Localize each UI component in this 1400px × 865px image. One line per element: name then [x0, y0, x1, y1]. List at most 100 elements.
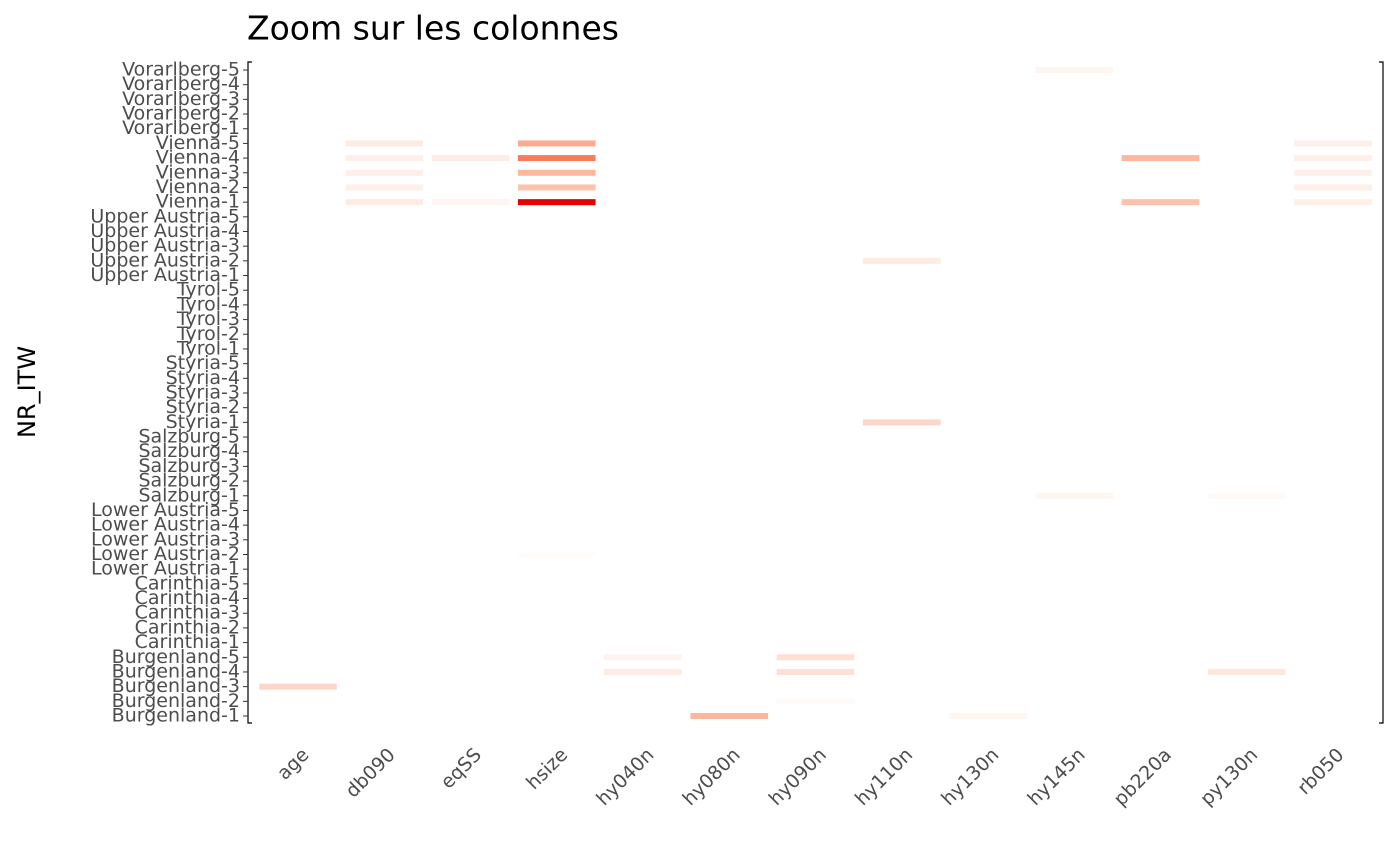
- heat-cell: [1207, 478, 1286, 485]
- heat-cell: [1035, 272, 1114, 279]
- heat-cell: [1035, 111, 1114, 118]
- heat-cell: [1035, 713, 1114, 719]
- heat-cell: [949, 111, 1027, 118]
- heat-cell: [517, 566, 596, 573]
- chart-title: Zoom sur les colonnes: [247, 9, 619, 48]
- heat-cell: [259, 331, 337, 338]
- heat-cell: [1121, 639, 1200, 646]
- heat-cell: [604, 404, 682, 411]
- heat-cell: [862, 595, 941, 602]
- heat-cell: [517, 125, 596, 132]
- y-tick-label: Lower Austria-5: [91, 499, 240, 521]
- heat-cell: [604, 243, 682, 250]
- heat-cell: [1121, 375, 1200, 382]
- heat-cell: [604, 184, 682, 191]
- heat-cell: [776, 668, 855, 675]
- heat-cell: [690, 639, 769, 646]
- x-tick-label: rb050: [1293, 744, 1348, 799]
- heat-cell: [862, 492, 941, 499]
- heat-cell: [345, 551, 424, 558]
- heat-cell: [1035, 213, 1114, 220]
- heat-cell: [1294, 595, 1372, 602]
- heat-cell: [1035, 463, 1114, 470]
- heat-cell: [1207, 463, 1286, 470]
- y-tick-label: Styria-5: [166, 352, 240, 374]
- heat-cell: [1207, 81, 1286, 88]
- heat-cell: [431, 184, 510, 191]
- heat-cell: [1121, 169, 1200, 176]
- heat-cell: [776, 375, 855, 382]
- heat-cell: [1035, 184, 1114, 191]
- heat-cell: [345, 434, 424, 441]
- heat-cell: [345, 257, 424, 264]
- heat-cell: [259, 522, 337, 529]
- heat-cell: [431, 654, 510, 661]
- heat-cell: [1121, 478, 1200, 485]
- heat-cell: [862, 580, 941, 587]
- heat-cell: [949, 492, 1027, 499]
- x-tick-label: age: [273, 744, 314, 785]
- heat-cell: [862, 375, 941, 382]
- heat-cell: [1035, 580, 1114, 587]
- heat-cell: [604, 213, 682, 220]
- heat-cell: [862, 522, 941, 529]
- heat-cell: [517, 639, 596, 646]
- heat-cell: [1294, 434, 1372, 441]
- heat-cell: [259, 404, 337, 411]
- heat-cell: [345, 478, 424, 485]
- heat-cell: [345, 243, 424, 250]
- heat-cell: [1035, 125, 1114, 132]
- heat-cell: [431, 96, 510, 103]
- heat-cell: [259, 639, 337, 646]
- heat-cell: [862, 566, 941, 573]
- heat-cell: [517, 155, 596, 162]
- heat-cell: [1035, 595, 1114, 602]
- heat-cell: [776, 111, 855, 118]
- heat-cell: [862, 272, 941, 279]
- heat-cell: [517, 654, 596, 661]
- heat-cell: [949, 169, 1027, 176]
- heat-cell: [1207, 698, 1286, 705]
- y-tick-label: Burgenland-2: [112, 690, 240, 712]
- heat-cell: [431, 81, 510, 88]
- heat-cell: [345, 639, 424, 646]
- y-tick-label: Vienna-4: [156, 147, 240, 169]
- heat-cell: [604, 463, 682, 470]
- heat-cell: [1121, 713, 1200, 719]
- x-tick-label: pb220a: [1109, 744, 1175, 810]
- heat-cell: [776, 184, 855, 191]
- heat-cell: [1035, 228, 1114, 235]
- heat-cell: [1035, 566, 1114, 573]
- heat-cell: [949, 595, 1027, 602]
- heat-cell: [1121, 390, 1200, 396]
- heat-cell: [604, 478, 682, 485]
- heat-cell: [776, 463, 855, 470]
- heat-cell: [604, 624, 682, 631]
- heat-cell: [431, 360, 510, 367]
- heat-cell: [1035, 448, 1114, 455]
- heat-cell: [517, 228, 596, 235]
- heat-cell: [517, 360, 596, 367]
- heat-cell: [1207, 683, 1286, 690]
- heat-cell: [1121, 536, 1200, 543]
- heat-cell: [949, 331, 1027, 338]
- heat-cell: [1294, 331, 1372, 338]
- heat-cell: [1294, 404, 1372, 411]
- heat-cell: [690, 375, 769, 382]
- heat-cell: [345, 390, 424, 396]
- heat-cell: [1294, 668, 1372, 675]
- heat-cell: [1207, 360, 1286, 367]
- heat-cell: [949, 536, 1027, 543]
- heat-cell: [1121, 360, 1200, 367]
- heat-cell: [1121, 610, 1200, 617]
- heat-cell: [431, 448, 510, 455]
- heat-cell: [1121, 419, 1200, 426]
- heat-cell: [604, 375, 682, 382]
- heat-cell: [517, 287, 596, 294]
- heat-cell: [690, 67, 769, 73]
- y-tick-label: Styria-1: [166, 411, 240, 433]
- heat-cell: [259, 698, 337, 705]
- heat-cell: [604, 390, 682, 396]
- heat-cell: [345, 580, 424, 587]
- y-tick-label: Carinthia-5: [135, 572, 240, 594]
